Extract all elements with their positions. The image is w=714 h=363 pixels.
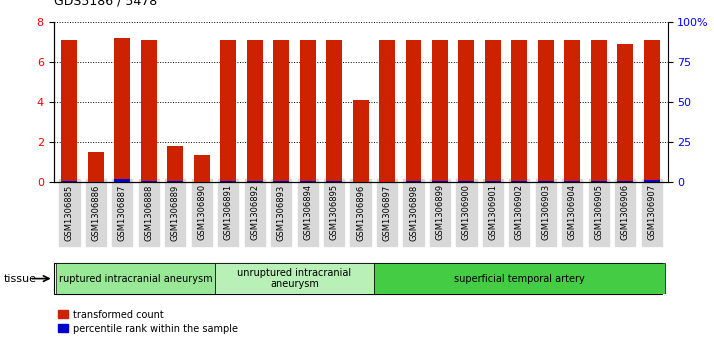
Bar xyxy=(590,40,607,182)
Bar xyxy=(485,40,501,182)
Text: superficial temporal artery: superficial temporal artery xyxy=(454,274,585,284)
Bar xyxy=(353,100,368,182)
Bar xyxy=(432,40,448,182)
Bar xyxy=(538,40,554,182)
Bar xyxy=(114,38,130,182)
Bar xyxy=(326,180,342,182)
Bar xyxy=(61,40,77,182)
Bar xyxy=(273,180,289,182)
Bar xyxy=(406,40,421,182)
Bar xyxy=(300,40,316,182)
Bar xyxy=(221,180,236,182)
Bar xyxy=(374,263,665,294)
Bar xyxy=(114,179,130,182)
Bar xyxy=(590,180,607,182)
Bar xyxy=(167,180,183,182)
Bar xyxy=(247,180,263,182)
Bar xyxy=(644,40,660,182)
Bar xyxy=(511,40,528,182)
Bar xyxy=(644,180,660,182)
Bar xyxy=(618,44,633,182)
Bar xyxy=(247,40,263,182)
Bar xyxy=(141,180,157,182)
Bar xyxy=(538,180,554,182)
Bar xyxy=(564,180,580,182)
Bar xyxy=(458,40,474,182)
Bar xyxy=(458,180,474,182)
Bar xyxy=(273,40,289,182)
Bar xyxy=(221,40,236,182)
Text: ruptured intracranial aneurysm: ruptured intracranial aneurysm xyxy=(59,274,212,284)
Text: GDS5186 / 5478: GDS5186 / 5478 xyxy=(54,0,157,7)
Bar xyxy=(406,180,421,182)
Text: tissue: tissue xyxy=(4,274,36,284)
Bar xyxy=(61,180,77,182)
Legend: transformed count, percentile rank within the sample: transformed count, percentile rank withi… xyxy=(59,310,238,334)
Bar xyxy=(167,146,183,182)
Bar xyxy=(141,40,157,182)
Bar xyxy=(326,40,342,182)
Bar xyxy=(511,180,528,182)
Bar xyxy=(485,180,501,182)
Bar xyxy=(193,155,210,182)
Bar xyxy=(88,152,104,182)
Bar xyxy=(432,180,448,182)
Bar xyxy=(300,180,316,182)
Bar xyxy=(564,40,580,182)
Bar xyxy=(618,180,633,182)
Text: unruptured intracranial
aneurysm: unruptured intracranial aneurysm xyxy=(237,268,351,289)
Bar xyxy=(56,263,215,294)
Bar xyxy=(379,40,395,182)
Bar xyxy=(215,263,374,294)
